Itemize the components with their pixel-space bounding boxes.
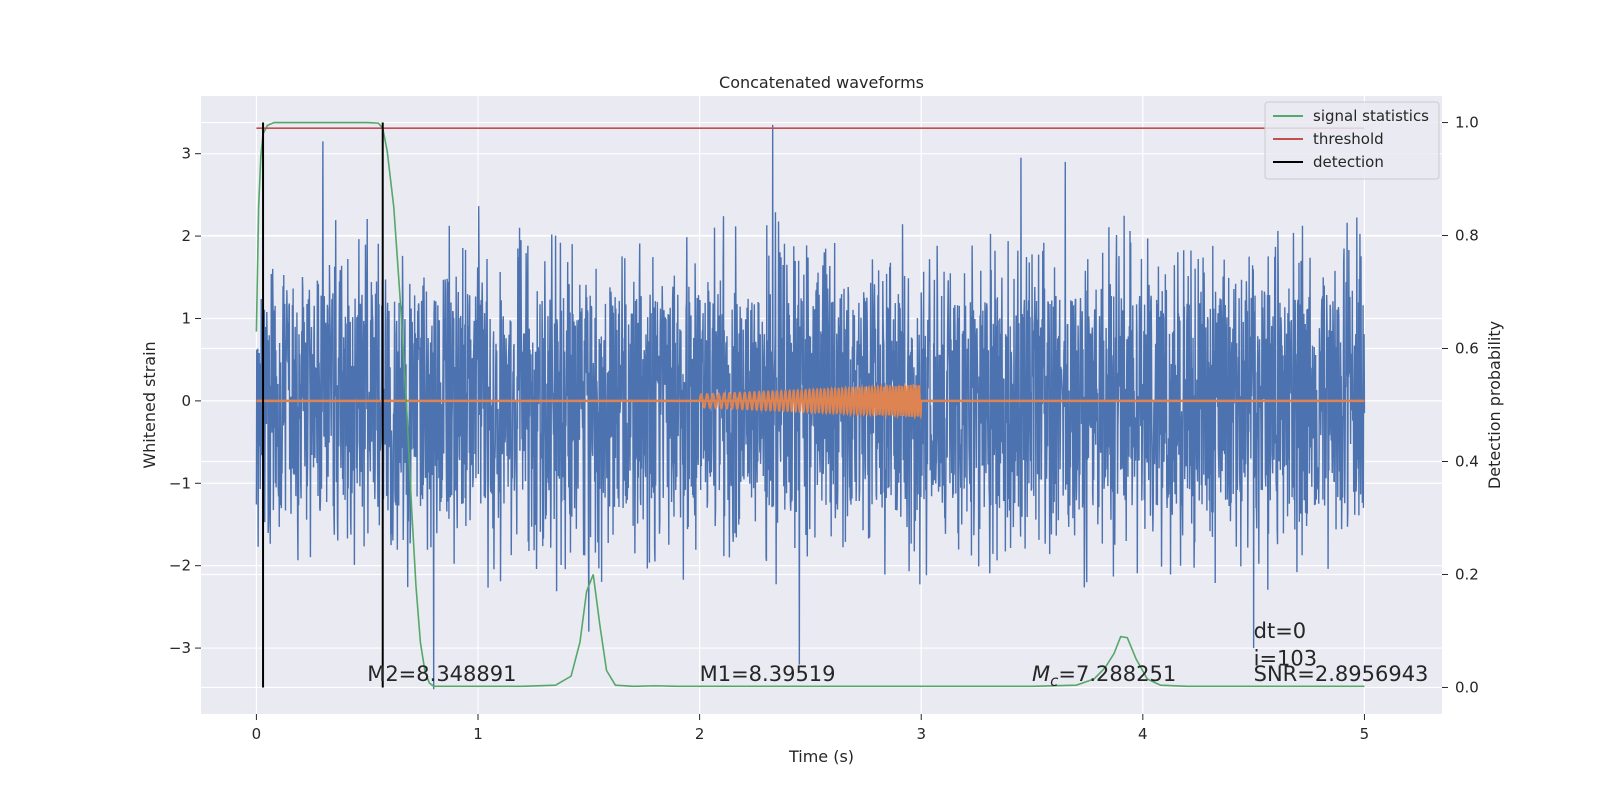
y-axis-label: Whitened strain <box>140 341 159 468</box>
y-tick-label: −1 <box>169 474 191 492</box>
y2-tick-label: 0.6 <box>1455 340 1479 358</box>
legend-label: threshold <box>1313 130 1384 148</box>
x-tick-label: 2 <box>695 725 705 743</box>
y-tick-label: 3 <box>181 145 191 163</box>
annotation-text: i=103 <box>1254 646 1318 670</box>
y2-tick-label: 1.0 <box>1455 114 1479 132</box>
x-tick-label: 5 <box>1360 725 1370 743</box>
x-tick-label: 3 <box>916 725 926 743</box>
annotation-text: SNR=2.8956943 <box>1254 662 1429 686</box>
annotation-value: =7.288251 <box>1058 662 1176 686</box>
legend-label: detection <box>1313 153 1384 171</box>
y2-tick-label: 0.2 <box>1455 565 1479 583</box>
annotation-text: Mc=7.288251 <box>1032 662 1176 690</box>
y-tick-label: −2 <box>169 557 191 575</box>
annotation-symbol: M <box>1032 662 1050 686</box>
x-axis-label: Time (s) <box>788 747 854 766</box>
y2-tick-label: 0.8 <box>1455 227 1479 245</box>
x-tick-label: 4 <box>1138 725 1148 743</box>
signal-statistics-line <box>255 121 1365 688</box>
legend: signal statistics threshold detection <box>1264 101 1440 180</box>
annotation-text: M1=8.39519 <box>700 662 836 686</box>
y2-axis-label: Detection probability <box>1485 321 1504 489</box>
y-tick-label: 0 <box>181 392 191 410</box>
y2-tick-label: 0.4 <box>1455 452 1479 470</box>
y-tick-label: 2 <box>181 227 191 245</box>
x-tick-label: 0 <box>252 725 262 743</box>
x-tick-label: 1 <box>473 725 483 743</box>
axes: 0 1 2 3 4 5 −3 −2 −1 0 1 2 3 0.0 0.2 0.4 0.6 0.8 1.0 <box>169 114 1479 743</box>
y2-tick-label: 0.0 <box>1455 678 1479 696</box>
annotation-text: dt=0 <box>1254 619 1307 643</box>
annotations: M2=8.348891 M1=8.39519 Mc=7.288251 dt=0 i=10… <box>367 619 1428 690</box>
legend-label: signal statistics <box>1313 107 1429 125</box>
legend-box <box>1264 101 1440 180</box>
y-tick-label: 1 <box>181 309 191 327</box>
strain-noise-line <box>255 124 1366 690</box>
chirp-waveform-line <box>698 382 923 420</box>
chart-title: Concatenated waveforms <box>719 73 924 92</box>
annotation-text: M2=8.348891 <box>367 662 516 686</box>
y-tick-label: −3 <box>169 639 191 657</box>
series-layer <box>255 121 1366 690</box>
annotation-subscript: c <box>1050 672 1059 690</box>
